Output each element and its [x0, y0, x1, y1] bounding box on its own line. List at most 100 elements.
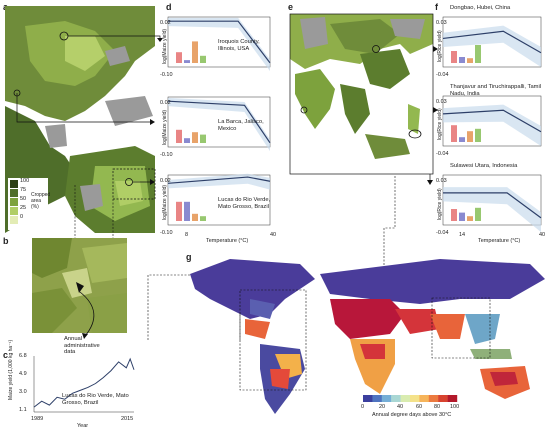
f-xtick-1: 40 — [539, 232, 546, 238]
asia-map — [289, 13, 434, 175]
histogram-bar-0 — [451, 51, 457, 63]
panel-g-label: g — [186, 252, 192, 262]
histogram-bar-2 — [192, 41, 198, 63]
histogram-bar-0 — [176, 129, 182, 143]
c-ytick-1: 4.9 — [19, 371, 27, 377]
cbar-tick-0: 0 — [361, 404, 365, 410]
histogram-bar-3 — [200, 134, 206, 143]
c-site-label: Lucas do Rio Verde, Mato Grosso, Brazil — [62, 393, 129, 406]
c-ytick-0: 6.8 — [19, 353, 27, 359]
histogram-bar-2 — [192, 213, 198, 221]
cbar-tick-40: 40 — [397, 404, 404, 410]
colorbar-segment — [400, 395, 411, 402]
colorbar-segment — [391, 395, 401, 402]
response-panel-1 — [167, 96, 271, 152]
confidence-band — [168, 97, 270, 152]
histogram-bar-0 — [451, 125, 457, 142]
degree-days-colorbar — [363, 395, 458, 402]
ytick: -0.10 — [160, 72, 173, 78]
c-yield-line — [33, 357, 135, 408]
annual-admin-data-label: Annual administrative data — [64, 336, 100, 356]
ytick: -0.10 — [160, 230, 173, 236]
legend-tick-25: 25 — [20, 205, 27, 211]
maize-response-curves — [167, 16, 271, 226]
response-line — [442, 30, 542, 54]
ytick: 0.03 — [436, 178, 447, 184]
f-xtick-0: 14 — [459, 232, 466, 238]
histogram-bar-3 — [200, 55, 206, 63]
response-line — [167, 100, 271, 144]
legend-tick-0: 0 — [20, 214, 24, 220]
legend-tick-50: 50 — [20, 196, 27, 202]
histogram-bar-0 — [176, 201, 182, 221]
histogram-bar-3 — [475, 207, 481, 221]
zoom-map-b — [32, 238, 127, 333]
colorbar-segment — [428, 395, 439, 402]
histogram-bar-3 — [200, 216, 206, 221]
cbar-tick-100: 100 — [450, 404, 460, 410]
d-xtick-1: 40 — [270, 232, 277, 238]
site-label: Iroquois County, Illinois, USA — [218, 39, 260, 52]
colorbar-segment — [363, 395, 373, 402]
ytick: 0.02 — [160, 100, 171, 106]
site-label: Dongbao, Hubei, China — [450, 5, 511, 11]
response-line — [442, 109, 542, 133]
colorbar-segment — [447, 395, 458, 402]
legend-swatch-75 — [10, 189, 18, 197]
legend-swatch-0 — [10, 216, 18, 224]
panel-e-label: e — [288, 2, 294, 12]
confidence-band — [443, 104, 541, 146]
colorbar-segment — [438, 395, 448, 402]
histogram-bar-2 — [192, 132, 198, 143]
histogram-bar-3 — [475, 45, 481, 63]
histogram-bar-2 — [467, 58, 473, 63]
panel-c-ylabel: Maize yield (1,000 kg ha⁻¹) — [8, 339, 14, 400]
colorbar-segment — [410, 395, 420, 402]
site-label: Thanjavur and Tiruchirappalli, Tamil Nad… — [450, 84, 542, 97]
response-panel-0 — [167, 16, 271, 72]
rice-response-curves — [442, 16, 542, 233]
ytick: 0.02 — [160, 20, 171, 26]
histogram-bar-1 — [184, 138, 190, 143]
histogram-bar-1 — [184, 60, 190, 63]
panel-f-label: f — [435, 2, 438, 12]
panel-c-label: c — [3, 350, 9, 360]
response-panel-2 — [442, 174, 542, 233]
cbar-tick-60: 60 — [416, 404, 423, 410]
panel-d-label: d — [166, 2, 172, 12]
legend-swatch-25 — [10, 207, 18, 215]
histogram-bar-1 — [459, 137, 465, 142]
histogram-bar-1 — [459, 57, 465, 63]
ytick: 0.02 — [160, 178, 171, 184]
c-xlabel: Year — [77, 423, 89, 429]
histogram-bar-1 — [184, 201, 190, 221]
panel-b-label: b — [3, 236, 9, 246]
maize-yield-timeseries — [33, 356, 135, 413]
c-ytick-3: 1.1 — [19, 407, 27, 413]
cbar-tick-80: 80 — [434, 404, 441, 410]
site-label: La Barca, Jalisco, Mexico — [218, 119, 264, 132]
d-xlabel: Temperature (°C) — [206, 238, 249, 244]
f-xlabel: Temperature (°C) — [478, 238, 521, 244]
histogram-bar-2 — [467, 131, 473, 142]
ytick: 0.03 — [436, 20, 447, 26]
response-line — [168, 20, 271, 64]
colorbar-segment — [372, 395, 382, 402]
colorbar-title: Annual degree days above 30°C — [372, 412, 452, 418]
confidence-band — [168, 17, 270, 72]
world-degree-days-map — [190, 259, 545, 414]
legend-tick-75: 75 — [20, 187, 27, 193]
legend-title: Cropped area (%) — [31, 192, 51, 210]
histogram-bar-2 — [467, 216, 473, 221]
colorbar-segment — [381, 395, 392, 402]
histogram-bar-1 — [459, 212, 465, 221]
d-xtick-0: 8 — [185, 232, 189, 238]
ytick: 0.03 — [436, 99, 447, 105]
colorbar-segment — [419, 395, 429, 402]
legend-tick-100: 100 — [20, 178, 30, 184]
cbar-tick-20: 20 — [379, 404, 386, 410]
ytick: -0.04 — [436, 151, 449, 157]
histogram-bar-0 — [176, 52, 182, 63]
ytick: -0.04 — [436, 72, 449, 78]
